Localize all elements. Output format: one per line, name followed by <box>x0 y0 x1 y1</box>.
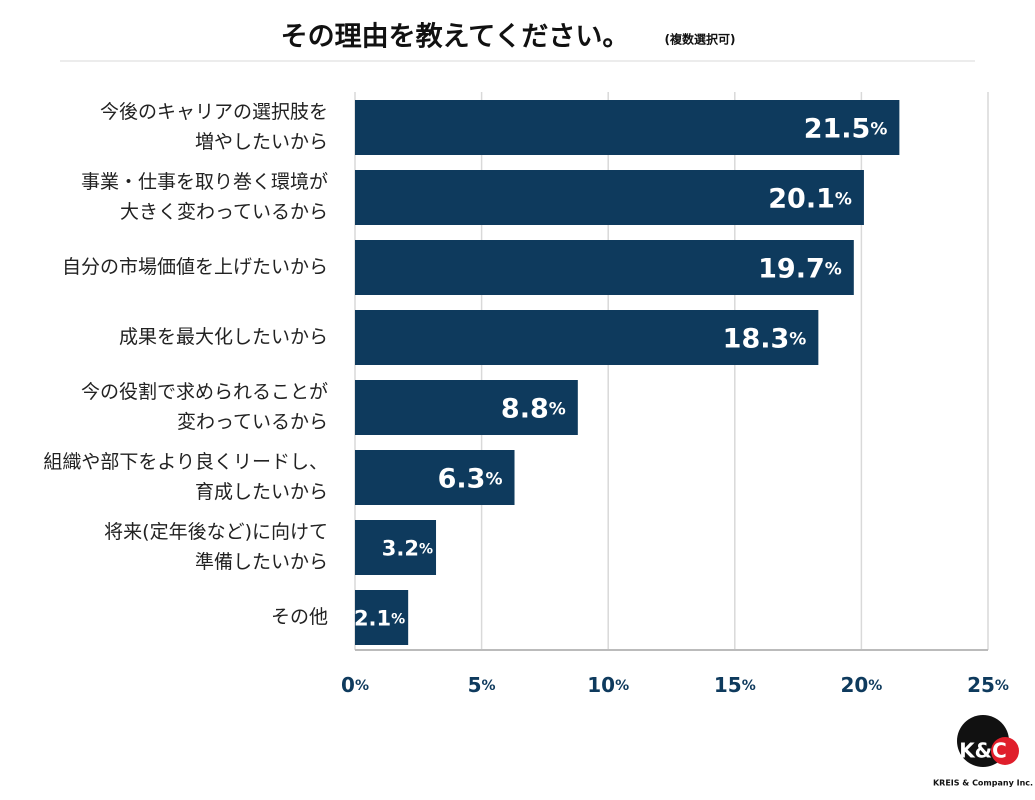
y-tick-label: 組織や部下をより良くリードし、 <box>43 451 328 473</box>
value-label: 3.2% <box>382 537 433 561</box>
value-label: 6.3% <box>438 463 503 494</box>
y-tick-label: 事業・仕事を取り巻く環境が <box>81 171 328 193</box>
bar <box>355 170 864 225</box>
bar <box>355 100 900 155</box>
y-tick-label: 自分の市場価値を上げたいから <box>62 256 328 278</box>
logo-accent <box>991 737 1019 765</box>
bar <box>355 520 437 575</box>
y-tick-label: 将来(定年後など)に向けて <box>104 521 328 543</box>
x-tick-label: 10% <box>587 673 629 697</box>
value-label: 8.8% <box>501 393 566 424</box>
logo: K&C KREIS & Company Inc. <box>933 715 1033 788</box>
x-tick-label: 0% <box>341 673 369 697</box>
bar <box>355 380 578 435</box>
bar <box>355 450 515 505</box>
y-tick-label: 成果を最大化したいから <box>119 326 328 348</box>
value-label: 21.5% <box>804 113 888 144</box>
y-tick-label: 準備したいから <box>195 551 328 573</box>
x-tick-label: 20% <box>840 673 882 697</box>
bar <box>355 310 819 365</box>
chart-subtitle: (複数選択可) <box>665 32 736 47</box>
value-label: 2.1% <box>354 607 405 631</box>
y-tick-label: 大きく変わっているから <box>120 201 328 223</box>
chart-title: その理由を教えてください。 <box>281 22 630 53</box>
x-tick-label: 15% <box>714 673 756 697</box>
bar <box>355 240 854 295</box>
y-tick-label: その他 <box>271 606 328 628</box>
value-label: 18.3% <box>723 323 807 354</box>
x-tick-label: 25% <box>967 673 1009 697</box>
logo-mark: K&C <box>959 739 1007 763</box>
y-tick-label: 増やしたいから <box>195 131 328 153</box>
value-label: 20.1% <box>768 183 852 214</box>
y-tick-label: 育成したいから <box>195 481 328 503</box>
x-tick-label: 5% <box>468 673 496 697</box>
y-tick-label: 今の役割で求められることが <box>81 381 328 403</box>
logo-name: KREIS & Company Inc. <box>933 779 1033 788</box>
y-tick-label: 変わっているから <box>177 411 328 433</box>
bar <box>355 590 409 645</box>
y-tick-label: 今後のキャリアの選択肢を <box>100 101 328 123</box>
value-label: 19.7% <box>758 253 842 284</box>
